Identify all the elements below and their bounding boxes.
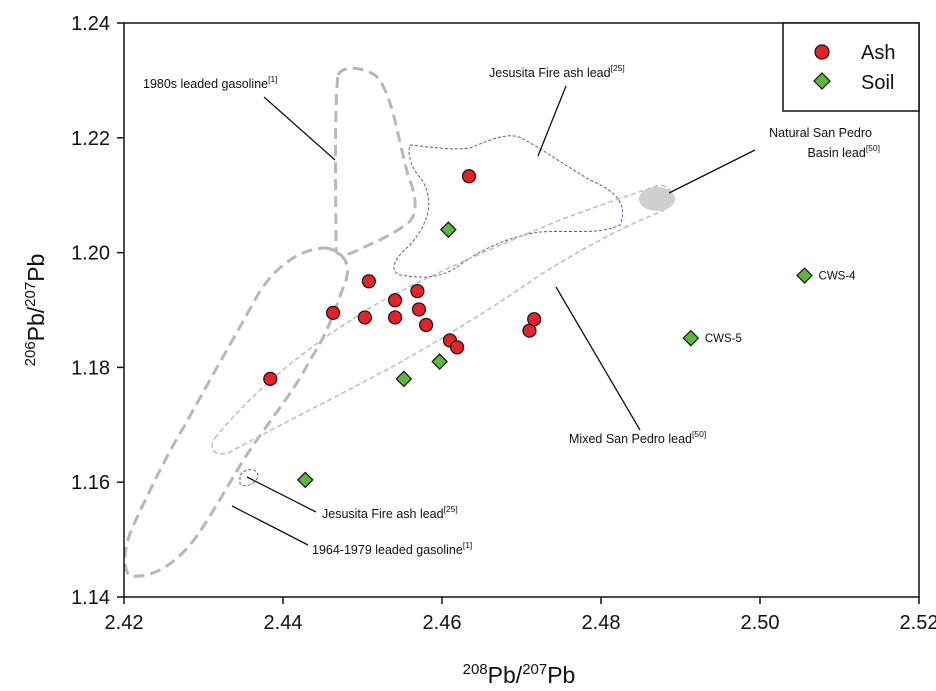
ash-point [419, 317, 434, 333]
y-axis-title: 206Pb/207Pb [22, 254, 49, 367]
ash-point [263, 371, 278, 386]
ash-point [357, 310, 372, 325]
x-tick-label: 2.52 [900, 612, 936, 634]
field-1980s-gasoline [334, 66, 417, 257]
point-label-cws-5: CWS-5 [705, 333, 742, 345]
x-tick-label: 2.44 [264, 612, 303, 634]
plot-frame [123, 22, 920, 598]
field-jesusita-upper [393, 135, 624, 278]
field-jesusita-lower [239, 469, 259, 487]
soil-point [682, 329, 700, 347]
ash-point [387, 310, 403, 325]
leader-jesusita-lower [246, 476, 317, 513]
ash-point [450, 340, 465, 355]
x-tick-label: 2.46 [423, 612, 462, 634]
leader-1964-gasoline [231, 505, 309, 546]
ash-point [411, 302, 427, 317]
soil-point [440, 221, 457, 238]
x-tick-label: 2.50 [741, 612, 780, 634]
leader-natural-san-pedro [668, 149, 756, 194]
legend-box [782, 22, 920, 112]
data-points [263, 169, 813, 489]
y-tick-label: 1.20 [71, 243, 110, 265]
soil-point [395, 370, 413, 388]
ash-point [387, 293, 403, 308]
legend-soil-label: Soil [861, 72, 894, 94]
legend-soil-marker [813, 72, 831, 90]
ann-natural-san-pedro-2: Basin lead[50] [807, 143, 880, 160]
ann-1980s-gasoline: 1980s leaded gasoline[1] [143, 74, 278, 91]
point-labels: CWS-4 CWS-5 [705, 271, 856, 346]
ash-point [410, 283, 425, 299]
ann-natural-san-pedro-1: Natural San Pedro [769, 126, 872, 140]
field-1964-gasoline [123, 246, 349, 578]
legend-ash-marker [814, 44, 830, 60]
soil-point [431, 353, 448, 371]
leader-jesusita-upper [537, 85, 567, 157]
x-tick-label: 2.42 [105, 612, 144, 634]
legend: Ash Soil [782, 22, 920, 112]
leader-mixed-san-pedro [555, 286, 641, 431]
leader-1980s-gasoline [263, 96, 336, 161]
field-mixed-san-pedro [211, 184, 673, 455]
x-axis: 2.42 2.44 2.46 2.48 2.50 2.52 [105, 597, 936, 634]
ash-point [527, 312, 542, 327]
x-tick-label: 2.48 [582, 612, 621, 634]
y-tick-label: 1.18 [71, 357, 110, 379]
field-natural-san-pedro [639, 187, 675, 211]
ann-1964-gasoline: 1964-1979 leaded gasoline[1] [312, 540, 472, 557]
ash-point [461, 169, 477, 184]
y-axis: 1.14 1.16 1.18 1.20 1.22 1.24 [71, 13, 124, 609]
point-label-cws-4: CWS-4 [819, 271, 857, 283]
y-tick-label: 1.24 [71, 13, 110, 35]
y-tick-label: 1.14 [71, 587, 110, 609]
ann-mixed-san-pedro: Mixed San Pedro lead[50] [569, 429, 706, 446]
annotation-leaders [231, 85, 756, 546]
x-axis-title: 208Pb/207Pb [463, 661, 576, 688]
ash-point [361, 274, 376, 289]
soil-point [796, 267, 813, 284]
y-tick-label: 1.16 [71, 472, 110, 494]
soil-point [296, 471, 314, 489]
y-tick-label: 1.22 [71, 128, 110, 150]
ash-point [325, 305, 341, 320]
ann-jesusita-upper: Jesusita Fire ash lead[25] [489, 63, 625, 80]
legend-ash-label: Ash [861, 42, 895, 64]
annotation-labels: 1980s leaded gasoline[1] Jesusita Fire a… [143, 63, 880, 557]
ann-jesusita-lower: Jesusita Fire ash lead[25] [322, 504, 458, 521]
